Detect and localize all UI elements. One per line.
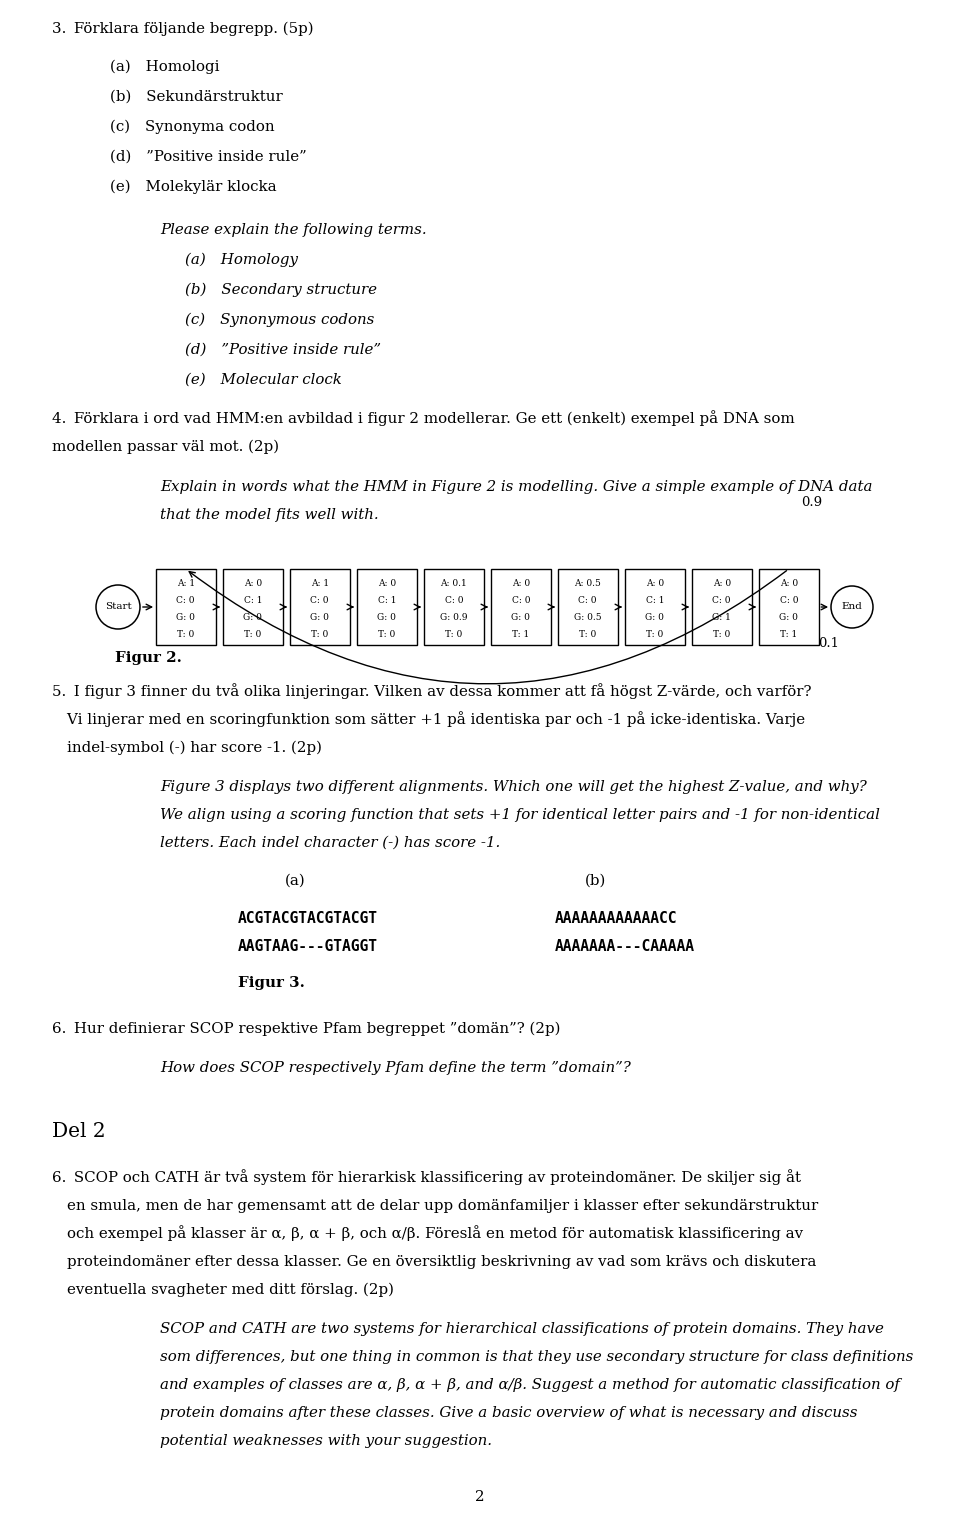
- Text: letters. Each indel character (-) has score -1.: letters. Each indel character (-) has sc…: [160, 836, 500, 850]
- Text: A: 1: A: 1: [177, 579, 195, 589]
- Text: (b): (b): [585, 875, 607, 888]
- Text: proteindomäner efter dessa klasser. Ge en översiktlig beskrivning av vad som krä: proteindomäner efter dessa klasser. Ge e…: [52, 1255, 816, 1269]
- Text: T: 0: T: 0: [378, 630, 396, 639]
- Text: A: 0.1: A: 0.1: [441, 579, 468, 589]
- Text: 2: 2: [475, 1489, 485, 1505]
- Text: G: 0: G: 0: [177, 613, 195, 622]
- Text: Explain in words what the HMM in Figure 2 is modelling. Give a simple example of: Explain in words what the HMM in Figure …: [160, 480, 873, 494]
- Text: potential weaknesses with your suggestion.: potential weaknesses with your suggestio…: [160, 1434, 492, 1448]
- Text: G: 0: G: 0: [377, 613, 396, 622]
- Text: (a) Homology: (a) Homology: [185, 252, 298, 268]
- Text: T: 0: T: 0: [713, 630, 731, 639]
- Text: AAAAAAAAAAAACC: AAAAAAAAAAAACC: [555, 911, 678, 927]
- Text: 4. Förklara i ord vad HMM:en avbildad i figur 2 modellerar. Ge ett (enkelt) exem: 4. Förklara i ord vad HMM:en avbildad i …: [52, 410, 795, 427]
- Bar: [558, 569, 617, 645]
- Text: C: 1: C: 1: [645, 596, 664, 605]
- Text: A: 0: A: 0: [780, 579, 798, 589]
- Text: eventuella svagheter med ditt förslag. (2p): eventuella svagheter med ditt förslag. (…: [52, 1283, 394, 1297]
- Text: G: 0: G: 0: [310, 613, 329, 622]
- Bar: [491, 569, 550, 645]
- Text: (b) Sekundärstruktur: (b) Sekundärstruktur: [110, 90, 283, 104]
- Text: protein domains after these classes. Give a basic overview of what is necessary : protein domains after these classes. Giv…: [160, 1407, 857, 1420]
- Text: We align using a scoring function that sets +1 for identical letter pairs and -1: We align using a scoring function that s…: [160, 807, 880, 823]
- Text: G: 0: G: 0: [512, 613, 530, 622]
- Text: A: 0: A: 0: [712, 579, 731, 589]
- Text: (d) ”Positive inside rule”: (d) ”Positive inside rule”: [185, 342, 381, 356]
- Text: 3. Förklara följande begrepp. (5p): 3. Förklara följande begrepp. (5p): [52, 21, 314, 37]
- Text: Figure 3 displays two different alignments. Which one will get the highest Z-val: Figure 3 displays two different alignmen…: [160, 780, 867, 794]
- Bar: [424, 569, 484, 645]
- Text: T: 1: T: 1: [780, 630, 798, 639]
- Text: G: 0: G: 0: [243, 613, 262, 622]
- Text: 6. SCOP och CATH är två system för hierarkisk klassificering av proteindomäner. : 6. SCOP och CATH är två system för hiera…: [52, 1170, 801, 1185]
- Text: A: 0: A: 0: [377, 579, 396, 589]
- Text: som differences, but one thing in common is that they use secondary structure fo: som differences, but one thing in common…: [160, 1350, 913, 1364]
- Text: Please explain the following terms.: Please explain the following terms.: [160, 223, 426, 237]
- Text: G: 0.9: G: 0.9: [440, 613, 468, 622]
- Text: en smula, men de har gemensamt att de delar upp domänfamiljer i klasser efter se: en smula, men de har gemensamt att de de…: [52, 1199, 818, 1212]
- Text: T: 0: T: 0: [445, 630, 463, 639]
- Text: T: 1: T: 1: [512, 630, 529, 639]
- Text: T: 0: T: 0: [311, 630, 328, 639]
- Text: (e) Molecular clock: (e) Molecular clock: [185, 373, 342, 387]
- Bar: [156, 569, 215, 645]
- Text: AAAAAAA---CAAAAA: AAAAAAA---CAAAAA: [555, 939, 695, 954]
- Text: A: 1: A: 1: [311, 579, 329, 589]
- Text: A: 0: A: 0: [646, 579, 663, 589]
- Text: and examples of classes are α, β, α + β, and α/β. Suggest a method for automatic: and examples of classes are α, β, α + β,…: [160, 1378, 900, 1391]
- Text: A: 0: A: 0: [512, 579, 530, 589]
- Text: indel-symbol (-) har score -1. (2p): indel-symbol (-) har score -1. (2p): [52, 740, 322, 755]
- Bar: [759, 569, 819, 645]
- Text: G: 0: G: 0: [645, 613, 664, 622]
- Text: C: 0: C: 0: [444, 596, 463, 605]
- Text: A: 0: A: 0: [244, 579, 262, 589]
- Text: C: 0: C: 0: [712, 596, 731, 605]
- Text: (c) Synonymous codons: (c) Synonymous codons: [185, 312, 374, 327]
- Bar: [357, 569, 417, 645]
- Text: (d) ”Positive inside rule”: (d) ”Positive inside rule”: [110, 150, 307, 164]
- Text: T: 0: T: 0: [646, 630, 663, 639]
- Text: C: 1: C: 1: [244, 596, 262, 605]
- Text: (b) Secondary structure: (b) Secondary structure: [185, 283, 377, 297]
- Text: 0.9: 0.9: [801, 495, 822, 509]
- Bar: [625, 569, 684, 645]
- Text: och exempel på klasser är α, β, α + β, och α/β. Föreslå en metod för automatisk : och exempel på klasser är α, β, α + β, o…: [52, 1225, 804, 1242]
- Text: A: 0.5: A: 0.5: [574, 579, 601, 589]
- Text: that the model fits well with.: that the model fits well with.: [160, 508, 378, 521]
- Text: Del 2: Del 2: [52, 1122, 106, 1141]
- Text: G: 1: G: 1: [712, 613, 732, 622]
- Text: Vi linjerar med en scoringfunktion som sätter +1 på identiska par och -1 på icke: Vi linjerar med en scoringfunktion som s…: [52, 711, 805, 726]
- Text: Figur 3.: Figur 3.: [238, 976, 305, 989]
- Text: AAGTAAG---GTAGGT: AAGTAAG---GTAGGT: [238, 939, 378, 954]
- Text: T: 0: T: 0: [579, 630, 596, 639]
- Text: C: 0: C: 0: [512, 596, 530, 605]
- Text: C: 0: C: 0: [780, 596, 798, 605]
- Text: T: 0: T: 0: [178, 630, 194, 639]
- Text: C: 0: C: 0: [310, 596, 329, 605]
- Text: 5. I figur 3 finner du två olika linjeringar. Vilken av dessa kommer att få högs: 5. I figur 3 finner du två olika linjeri…: [52, 683, 811, 699]
- Text: C: 0: C: 0: [177, 596, 195, 605]
- Text: G: 0: G: 0: [780, 613, 798, 622]
- Text: 6. Hur definierar SCOP respektive Pfam begreppet ”domän”? (2p): 6. Hur definierar SCOP respektive Pfam b…: [52, 1021, 561, 1037]
- Text: (a): (a): [285, 875, 305, 888]
- Text: (e) Molekylär klocka: (e) Molekylär klocka: [110, 179, 276, 194]
- Bar: [692, 569, 752, 645]
- Text: End: End: [842, 602, 862, 612]
- Bar: [223, 569, 282, 645]
- Text: ACGTACGTACGTACGT: ACGTACGTACGTACGT: [238, 911, 378, 927]
- Text: 0.1: 0.1: [819, 638, 839, 650]
- Text: C: 0: C: 0: [579, 596, 597, 605]
- Text: How does SCOP respectively Pfam define the term ”domain”?: How does SCOP respectively Pfam define t…: [160, 1061, 631, 1075]
- Text: modellen passar väl mot. (2p): modellen passar väl mot. (2p): [52, 440, 279, 454]
- Text: (a) Homologi: (a) Homologi: [110, 60, 220, 73]
- Text: T: 0: T: 0: [244, 630, 261, 639]
- Bar: [290, 569, 349, 645]
- Text: Figur 2.: Figur 2.: [115, 651, 181, 665]
- Text: G: 0.5: G: 0.5: [574, 613, 602, 622]
- Text: (c) Synonyma codon: (c) Synonyma codon: [110, 119, 275, 135]
- Text: C: 1: C: 1: [377, 596, 396, 605]
- Text: SCOP and CATH are two systems for hierarchical classifications of protein domain: SCOP and CATH are two systems for hierar…: [160, 1323, 884, 1336]
- Text: Start: Start: [105, 602, 132, 612]
